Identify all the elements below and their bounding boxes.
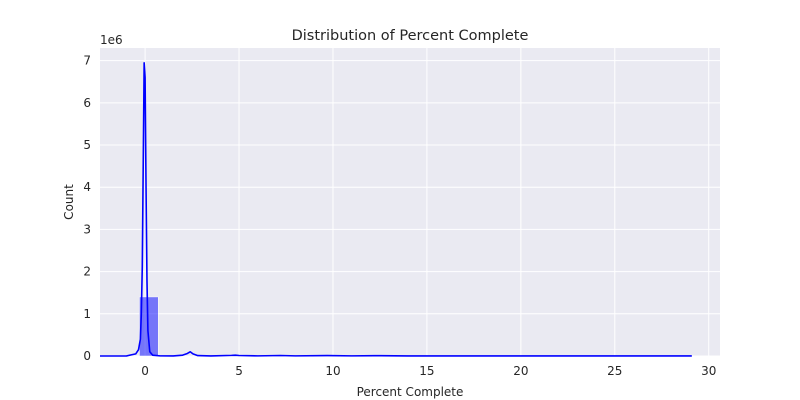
x-tick-label: 30 — [701, 364, 716, 378]
x-tick-label: 15 — [419, 364, 434, 378]
y-tick-label: 6 — [83, 96, 91, 110]
chart-title: Distribution of Percent Complete — [292, 28, 529, 44]
y-tick-label: 1 — [83, 307, 91, 321]
x-tick-label: 10 — [325, 364, 340, 378]
plot-area — [100, 48, 720, 356]
y-offset-label: 1e6 — [100, 33, 123, 47]
kde-curve-group — [100, 61, 692, 357]
y-tick-label: 5 — [83, 138, 91, 152]
x-tick-label: 0 — [141, 364, 149, 378]
y-tick-label: 0 — [83, 349, 91, 363]
kde-line — [100, 61, 692, 357]
histogram-bar — [184, 355, 193, 357]
x-tick-label: 25 — [607, 364, 622, 378]
y-tick-label: 2 — [83, 265, 91, 279]
x-tick-label: 5 — [235, 364, 243, 378]
y-axis-label: Count — [62, 184, 76, 220]
histogram-bar — [139, 296, 159, 357]
y-tick-label: 4 — [83, 180, 91, 194]
x-tick-label: 20 — [513, 364, 528, 378]
x-axis-ticks: 0 5 10 15 20 25 30 — [141, 364, 716, 378]
y-axis-ticks: 0 1 2 3 4 5 6 7 — [83, 54, 91, 363]
x-axis-label: Percent Complete — [357, 385, 464, 399]
y-tick-label: 7 — [83, 54, 91, 68]
y-tick-label: 3 — [83, 222, 91, 236]
